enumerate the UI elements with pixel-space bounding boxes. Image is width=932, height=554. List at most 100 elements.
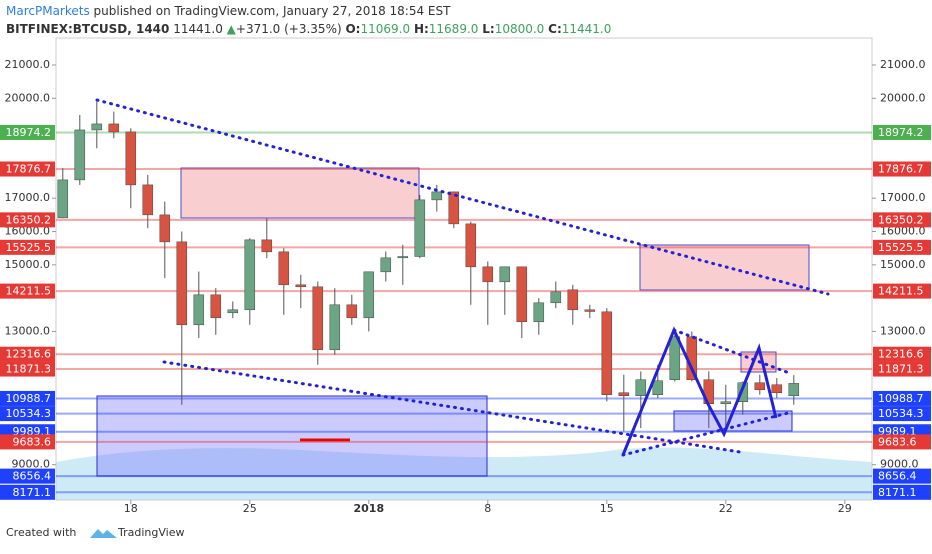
y-tick-label: 9000.0: [880, 458, 919, 471]
level-badge: [873, 161, 931, 177]
level-badge: [873, 212, 931, 228]
trendline: [672, 328, 794, 376]
candle-body: [210, 294, 222, 319]
c-label: C:: [548, 22, 562, 36]
candle-body: [533, 302, 545, 323]
candle-body: [720, 401, 732, 404]
arrow: ▲: [227, 22, 237, 36]
candle-body: [142, 184, 154, 216]
level-badge: [873, 434, 931, 450]
candle-body: [414, 199, 426, 257]
level-badge: [873, 124, 931, 140]
level-badge: [0, 434, 55, 450]
candle-body: [448, 191, 460, 225]
candle-body: [227, 309, 239, 314]
footer-brand: TradingView: [117, 526, 184, 539]
candle-body: [550, 291, 562, 304]
candle-body: [278, 251, 290, 286]
level-badge: [0, 468, 55, 484]
pattern: [621, 326, 778, 456]
candle-body: [295, 284, 307, 288]
level-label: 10988.7: [6, 392, 52, 405]
h-label: H:: [414, 22, 429, 36]
candle-body: [618, 392, 630, 396]
candle-body: [431, 191, 443, 201]
candle-body: [91, 123, 103, 131]
axes: 21000.0 21000.0 20000.0 20000.0 17000.0 17000…: [0, 58, 931, 515]
y-tick-label: 20000.0: [880, 91, 926, 104]
level-label: 10988.7: [878, 392, 924, 405]
published: published on TradingView.com, January 27…: [94, 4, 452, 18]
y-tick-label: 15000.0: [5, 258, 51, 271]
level-badge: [0, 361, 55, 377]
level-label: 10534.3: [878, 407, 924, 420]
level-label: 15525.5: [6, 241, 52, 254]
drawings: [56, 131, 872, 500]
symbol: BITFINEX:BTCUSD, 1440: [6, 22, 169, 36]
candle-body: [482, 266, 494, 283]
level-label: 8656.4: [13, 470, 52, 483]
level-label: 18974.2: [6, 126, 52, 139]
level-label: 16350.2: [878, 213, 924, 226]
level-badge: [0, 406, 55, 422]
candle-body: [601, 311, 613, 395]
y-tick-label: 21000.0: [880, 58, 926, 71]
candle-body: [244, 239, 256, 311]
l-label: L:: [482, 22, 494, 36]
candle-body: [516, 266, 528, 323]
level-badge: [0, 484, 55, 500]
trendline: [162, 360, 742, 454]
o: 11069.0: [360, 22, 410, 36]
level-badge: [873, 346, 931, 362]
y-tick-label: 20000.0: [5, 91, 51, 104]
level-label: 16350.2: [6, 213, 52, 226]
candle-body: [788, 383, 800, 397]
x-tick-label: 2018: [353, 502, 384, 515]
level-badge: [0, 212, 55, 228]
level-label: 11871.3: [878, 363, 924, 376]
zone: [180, 167, 420, 219]
candle-body: [159, 214, 171, 243]
candle-body: [397, 256, 409, 259]
candle-body: [499, 266, 511, 283]
y-tick-label: 17000.0: [5, 191, 51, 204]
candle-body: [669, 336, 681, 381]
y-tick-label: 16000.0: [5, 225, 51, 238]
trendlines: [95, 98, 830, 457]
candle-body: [380, 257, 392, 273]
level-badge: [873, 283, 931, 299]
header-line-2: BITFINEX:BTCUSD, 1440 11441.0 ▲+371.0 (+…: [6, 22, 611, 36]
x-tick-label: 15: [600, 502, 614, 515]
last: 11441.0: [173, 22, 223, 36]
candle-body: [125, 131, 137, 186]
level-label: 8656.4: [878, 470, 917, 483]
candle-body: [74, 129, 86, 181]
o-label: O:: [345, 22, 360, 36]
level-badge: [873, 361, 931, 377]
level-badge: [0, 283, 55, 299]
level-label: 11871.3: [6, 363, 52, 376]
level-label: 12316.6: [6, 348, 52, 361]
y-tick-label: 16000.0: [880, 225, 926, 238]
level-badge: [873, 406, 931, 422]
level-badge: [873, 390, 931, 406]
y-tick-label: 17000.0: [880, 191, 926, 204]
candle-body: [771, 384, 783, 393]
footer-created: Created with: [6, 526, 76, 539]
level-label: 14211.5: [6, 285, 52, 298]
level-label: 9683.6: [878, 435, 917, 448]
marks: [57, 101, 800, 432]
candle-body: [57, 179, 69, 219]
y-tick-label: 9000.0: [12, 458, 51, 471]
y-tick-label: 13000.0: [5, 324, 51, 337]
level-badge: [873, 468, 931, 484]
level-label: 8171.1: [878, 486, 917, 499]
level-label: 15525.5: [878, 241, 924, 254]
level-badge: [0, 161, 55, 177]
level-label: 8171.1: [13, 486, 52, 499]
c: 11441.0: [562, 22, 612, 36]
author: MarcPMarkets: [6, 4, 90, 18]
trendline: [95, 98, 830, 296]
candle-body: [261, 239, 273, 253]
x-tick-label: 25: [243, 502, 257, 515]
